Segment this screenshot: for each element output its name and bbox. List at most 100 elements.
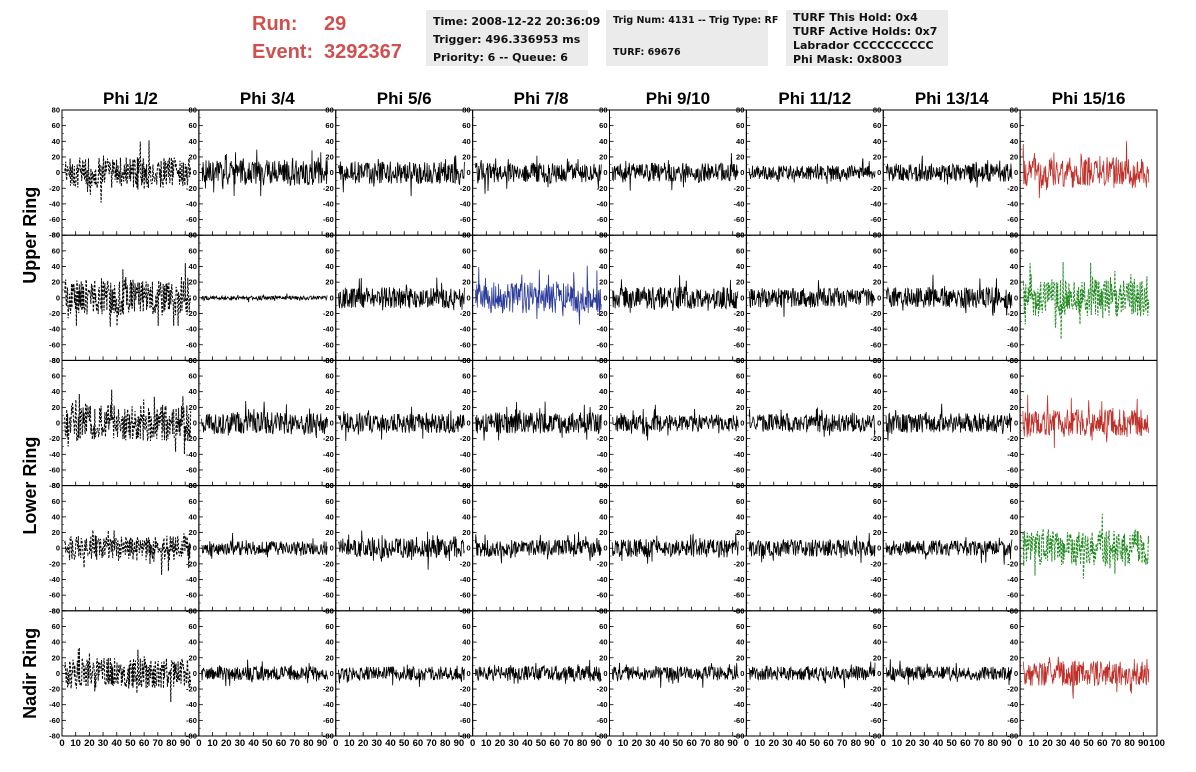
x-tick-label: 0 [333,738,338,749]
y-tick-label: 60 [325,121,333,130]
y-tick-label: -20 [460,309,471,318]
y-tick-label: 60 [462,622,470,631]
y-tick-label: 20 [1010,152,1018,161]
y-tick-label: 0 [466,419,470,428]
y-tick-label: -40 [186,450,197,459]
y-tick-label: 80 [462,606,470,615]
y-tick-label: 20 [52,152,60,161]
y-tick-label: -20 [1007,434,1018,443]
y-tick-label: 80 [736,106,744,115]
y-tick-label: -60 [323,591,334,600]
y-tick-label: 80 [52,231,60,240]
y-tick-label: 80 [736,231,744,240]
waveform-trace [611,153,739,191]
y-tick-label: 40 [736,512,744,521]
y-tick-label: -40 [1007,700,1018,709]
y-tick-label: -20 [870,685,881,694]
x-tick-label: 50 [399,738,410,749]
y-tick-label: -20 [1007,559,1018,568]
y-tick-label: -20 [186,309,197,318]
y-tick-label: 80 [52,481,60,490]
turf-text: TURF: 69676 [613,47,681,58]
x-tick-label: 100 [1149,738,1165,749]
y-tick-label: -60 [597,591,608,600]
x-tick-label: 80 [440,738,451,749]
y-tick-label: 80 [1010,481,1018,490]
waveform-trace [475,265,602,325]
y-tick-label: 80 [873,606,881,615]
y-tick-label: -40 [1007,325,1018,334]
waveform-trace [611,662,739,688]
x-tick-label: 70 [700,738,711,749]
waveform-trace [201,532,328,559]
x-tick-label: 30 [1056,738,1067,749]
event-value: 3292367 [324,41,402,63]
y-tick-label: 40 [736,387,744,396]
y-tick-label: 40 [599,137,607,146]
x-tick-label: 70 [837,738,848,749]
y-tick-label: 20 [52,278,60,287]
y-tick-label: 40 [189,387,197,396]
y-tick-label: -40 [1007,450,1018,459]
x-tick-label: 50 [125,738,136,749]
y-tick-label: -40 [597,450,608,459]
y-tick-label: 20 [736,528,744,537]
column-header: Phi 1/2 [103,89,158,108]
y-tick-label: 60 [736,622,744,631]
y-tick-label: -40 [49,450,60,459]
y-tick-label: -60 [734,340,745,349]
waveform-trace [1022,513,1150,579]
x-tick-label: 60 [413,738,424,749]
y-tick-label: 60 [873,121,881,130]
y-tick-label: -40 [460,700,471,709]
y-tick-label: 0 [193,168,197,177]
y-tick-label: -60 [49,340,60,349]
x-tick-label: 30 [782,738,793,749]
x-tick-label: 70 [1111,738,1122,749]
waveform-trace [475,155,602,194]
y-tick-label: 40 [325,512,333,521]
panel-frame [745,234,884,361]
y-tick-label: -60 [1007,716,1018,725]
x-tick-label: 50 [946,738,957,749]
y-tick-label: 20 [736,278,744,287]
x-tick-label: 50 [1083,738,1094,749]
x-tick-label: 40 [522,738,533,749]
waveform-trace [748,532,876,563]
y-tick-label: 80 [325,606,333,615]
y-tick-label: 60 [599,121,607,130]
y-tick-label: -40 [734,450,745,459]
y-tick-label: -60 [597,465,608,474]
waveform-trace [475,401,602,441]
y-tick-label: 60 [736,121,744,130]
y-tick-label: -80 [49,481,60,490]
x-tick-label: 10 [344,738,355,749]
y-tick-label: -60 [49,591,60,600]
y-tick-label: 60 [599,497,607,506]
waveform-trace [201,659,328,687]
y-tick-label: -20 [49,309,60,318]
y-tick-label: -60 [460,340,471,349]
y-tick-label: 0 [603,669,607,678]
y-tick-label: -60 [323,340,334,349]
turf-info-box: TURF This Hold: 0x4 TURF Active Holds: 0… [786,10,948,66]
y-tick-label: -20 [460,434,471,443]
y-tick-label: 0 [56,293,60,302]
y-tick-label: 80 [325,356,333,365]
x-tick-label: 80 [714,738,725,749]
y-tick-label: 20 [189,528,197,537]
x-tick-label: 90 [727,738,738,749]
column-header: Phi 13/14 [915,89,989,108]
y-tick-label: 60 [462,121,470,130]
y-tick-label: -40 [870,450,881,459]
y-tick-label: 20 [462,653,470,662]
y-tick-label: 60 [189,246,197,255]
y-tick-label: 20 [189,403,197,412]
waveform-trace [748,158,876,184]
y-tick-label: 40 [736,262,744,271]
y-tick-label: -20 [597,184,608,193]
y-tick-label: 0 [56,168,60,177]
y-tick-label: -40 [323,325,334,334]
y-tick-label: -40 [734,575,745,584]
x-tick-label: 40 [1070,738,1081,749]
